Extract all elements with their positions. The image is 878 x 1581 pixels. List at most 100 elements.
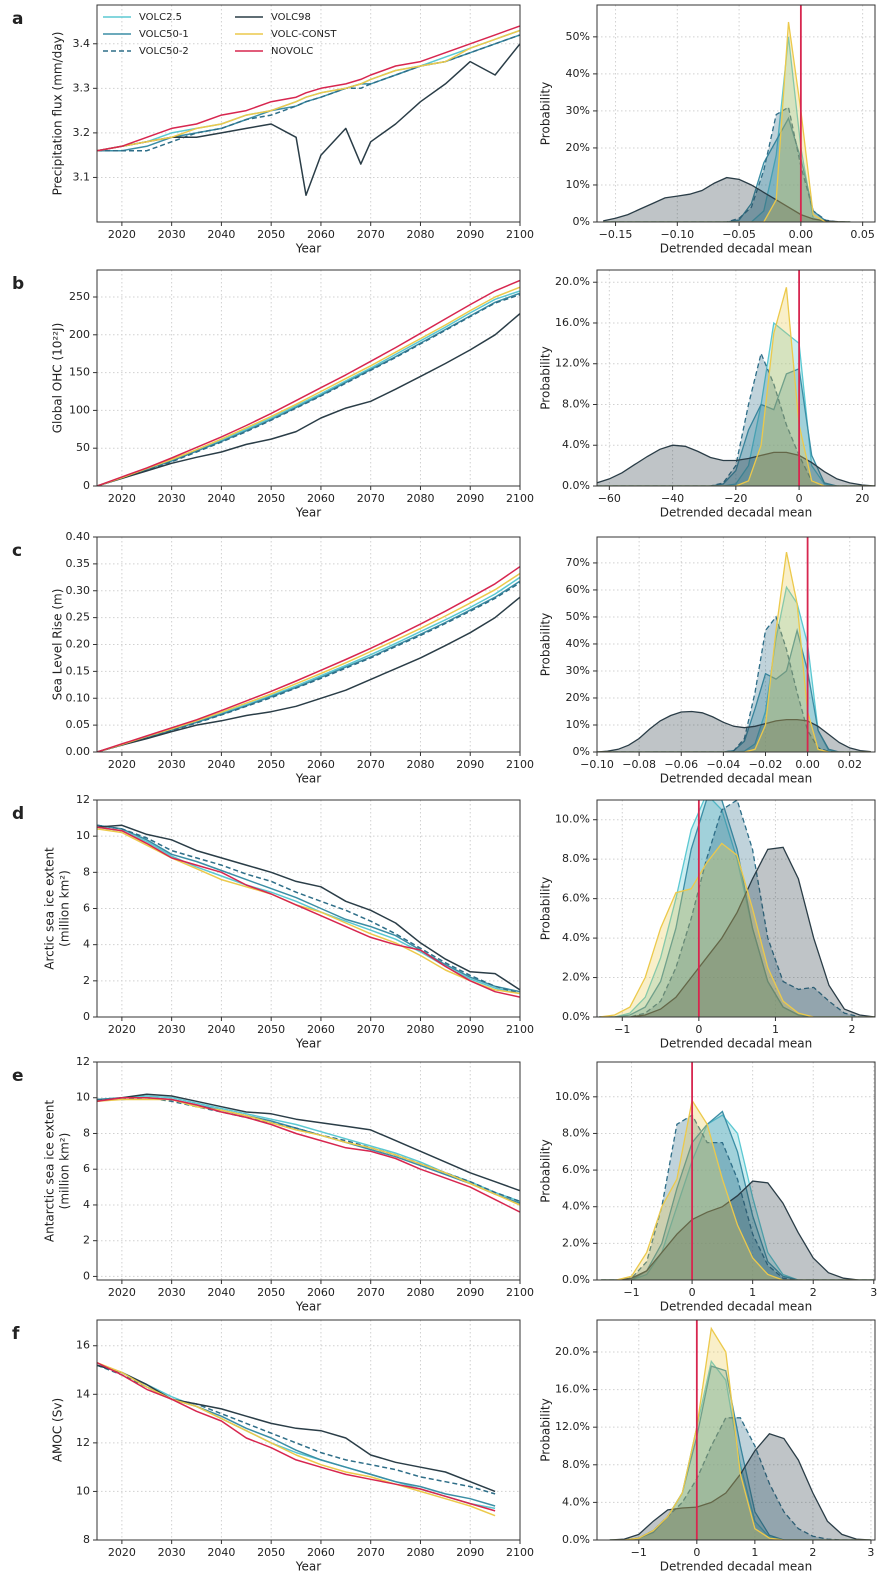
density-area xyxy=(601,1181,874,1280)
x-tick-label: 2030 xyxy=(158,1286,186,1299)
density-line xyxy=(603,116,851,222)
y-tick-label: 0.20 xyxy=(66,638,91,651)
x-tick-label: 2090 xyxy=(456,758,484,771)
panel-density: −1 0 1 2 3 0.0% 4.0% 8.0% 12.0% 16.0% 20.0% Detrend… xyxy=(539,1319,876,1574)
y-tick-label: 8.0% xyxy=(562,1126,590,1139)
series-line xyxy=(97,25,520,152)
y-axis-label: Probability xyxy=(539,613,553,676)
legend: VOLC2.5 VOLC50-1 VOLC50-2 VOLC98 VOLC-CONST N… xyxy=(103,12,337,57)
series-line xyxy=(97,1096,520,1213)
axes-frame xyxy=(596,536,876,753)
series-line xyxy=(97,580,520,752)
y-tick-label: 8 xyxy=(83,865,90,878)
series-line xyxy=(97,1096,520,1203)
y-tick-label: 40% xyxy=(566,67,590,80)
y-tick-label: 0 xyxy=(83,1269,90,1282)
plot-area xyxy=(599,800,875,1017)
x-tick-label: 2060 xyxy=(307,1546,335,1559)
density-area xyxy=(603,22,851,222)
x-axis-label: Year xyxy=(295,1560,321,1574)
x-tick-label: −1 xyxy=(631,1546,647,1559)
x-tick-label: 2040 xyxy=(207,1546,235,1559)
plot-area xyxy=(97,824,520,998)
y-tick-label: 0.40 xyxy=(66,530,91,543)
density-line xyxy=(601,1114,874,1280)
panel-line: 2020 2030 2040 2050 2060 2070 2080 2090 2100 0 2 4 6… xyxy=(12,1055,534,1314)
x-tick-label: 2040 xyxy=(207,228,235,241)
density-line xyxy=(599,846,875,1017)
y-tick-label: 4.0% xyxy=(562,1495,590,1508)
axes-frame xyxy=(596,799,876,1018)
y-tick-label: 50% xyxy=(566,610,590,623)
series-line xyxy=(97,576,520,752)
plot-area xyxy=(97,279,520,486)
series-line xyxy=(97,290,520,486)
y-axis-label: Arctic sea ice extent xyxy=(43,847,57,970)
axes-frame xyxy=(96,799,521,1018)
density-area xyxy=(597,616,871,752)
x-axis-label: Detrended decadal mean xyxy=(660,1300,813,1314)
density-area xyxy=(603,177,851,222)
y-tick-label: 0.25 xyxy=(66,611,91,624)
x-axis-label: Year xyxy=(295,772,321,786)
y-tick-label: 16 xyxy=(76,1339,90,1352)
density-line xyxy=(609,1417,871,1540)
series-line xyxy=(97,1364,496,1510)
density-line xyxy=(603,106,851,222)
x-axis-label: Detrended decadal mean xyxy=(660,506,813,520)
density-line xyxy=(601,1114,874,1280)
y-tick-label: 0.30 xyxy=(66,584,91,597)
y-tick-label: 50 xyxy=(76,441,90,454)
x-tick-label: 0 xyxy=(689,1286,696,1299)
series-line xyxy=(97,824,520,993)
x-tick-label: 2100 xyxy=(506,492,534,505)
x-tick-label: 1 xyxy=(751,1546,758,1559)
y-tick-label: 10.0% xyxy=(555,1090,590,1103)
x-tick-label: 2100 xyxy=(506,228,534,241)
x-tick-label: −40 xyxy=(661,492,684,505)
y-tick-label: 6 xyxy=(83,902,90,915)
axes-frame xyxy=(596,1319,876,1541)
plot-area xyxy=(609,1320,871,1540)
density-line xyxy=(599,842,875,1017)
x-tick-label: −0.10 xyxy=(580,758,614,771)
x-tick-label: 2080 xyxy=(406,1023,434,1036)
y-tick-label: 10% xyxy=(566,718,590,731)
x-axis-label: Detrended decadal mean xyxy=(660,1037,813,1051)
x-axis-label: Year xyxy=(295,1037,321,1051)
x-tick-label: −0.02 xyxy=(749,758,783,771)
x-tick-label: −0.06 xyxy=(664,758,698,771)
y-tick-label: 20% xyxy=(566,141,590,154)
y-tick-label: 10% xyxy=(566,178,590,191)
x-tick-label: 2060 xyxy=(307,1286,335,1299)
y-tick-label: 2 xyxy=(83,1234,90,1247)
y-tick-label: 3.4 xyxy=(73,37,91,50)
x-tick-label: 2 xyxy=(809,1546,816,1559)
x-tick-label: −0.04 xyxy=(707,758,741,771)
x-tick-label: 2020 xyxy=(108,1023,136,1036)
y-tick-label: 0% xyxy=(573,745,590,758)
y-tick-label: 12 xyxy=(76,1436,90,1449)
density-area xyxy=(597,711,871,752)
x-tick-label: 0 xyxy=(695,1023,702,1036)
panel-density: −0.15 −0.10 −0.05 0.00 0.05 0% 10% 20% 30% 40% 50%… xyxy=(539,4,876,256)
density-area xyxy=(601,1100,874,1280)
x-tick-label: 2020 xyxy=(108,492,136,505)
series-line xyxy=(97,572,520,752)
y-axis-label: Probability xyxy=(539,346,553,409)
x-tick-label: 2100 xyxy=(506,758,534,771)
panel-line: 2020 2030 2040 2050 2060 2070 2080 2090 2100 0 2 4 6… xyxy=(12,793,534,1051)
density-area xyxy=(599,800,875,1017)
x-tick-label: 2040 xyxy=(207,1023,235,1036)
density-area xyxy=(597,323,875,486)
x-tick-label: 2030 xyxy=(158,228,186,241)
x-tick-label: 2070 xyxy=(357,1286,385,1299)
y-tick-label: 0.00 xyxy=(66,745,91,758)
series-line xyxy=(97,1364,496,1493)
y-tick-label: 0.0% xyxy=(562,479,590,492)
density-area xyxy=(603,118,851,222)
y-axis-label: Antarctic sea ice extent xyxy=(43,1100,57,1242)
axes-frame xyxy=(96,4,521,223)
y-tick-label: 40% xyxy=(566,637,590,650)
density-area xyxy=(599,800,875,1017)
